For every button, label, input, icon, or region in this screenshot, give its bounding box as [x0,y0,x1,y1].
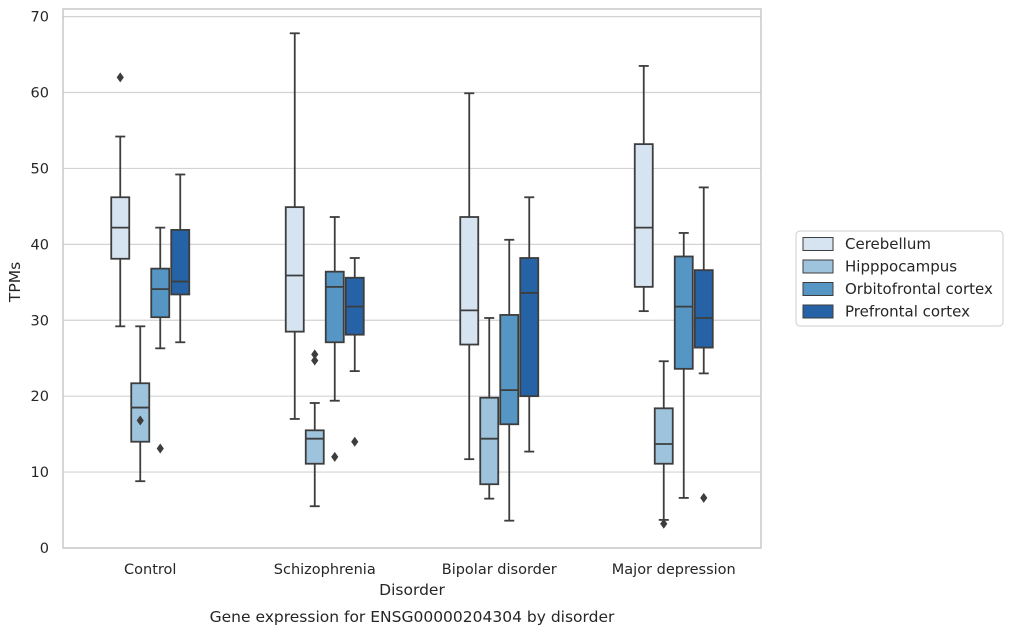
box-iqr [519,257,540,398]
legend-label: Hipppocampus [845,258,957,276]
legend-label: Prefrontal cortex [845,303,970,321]
y-tick-label: 30 [31,313,49,329]
box-2-2 [499,238,520,522]
y-tick-labels: 0 10 20 30 40 50 60 70 [31,10,49,557]
x-tick-label: Bipolar disorder [442,562,557,578]
legend-label: Cerebellum [845,235,931,253]
chart-caption: Gene expression for ENSG00000204304 by d… [210,608,615,626]
y-tick-label: 0 [40,541,49,557]
y-tick-label: 10 [31,465,49,481]
legend: Cerebellum Hipppocampus Orbitofrontal cort… [795,230,1004,327]
outlier-point [311,355,319,366]
box-0-2 [150,226,171,454]
legend-label: Orbitofrontal cortex [845,280,993,298]
box-1-0 [284,32,305,420]
box-iqr [673,255,694,370]
box-2-1 [479,317,500,500]
y-tick-label: 20 [31,389,49,405]
y-tick-label: 50 [31,161,49,177]
outlier-point [351,436,359,447]
x-tick-labels: Control Schizophrenia Bipolar disorder Majo… [124,562,736,578]
box-3-1 [653,360,674,529]
legend-swatch [802,304,834,319]
box-iqr [150,267,171,319]
x-tick-label: Schizophrenia [274,562,376,578]
box-1-2 [324,216,345,462]
outlier-point [311,349,319,360]
box-iqr [324,270,345,344]
legend-swatch [802,282,834,296]
y-tick-label: 40 [31,237,49,253]
box-iqr [653,407,674,465]
box-iqr [304,429,325,465]
y-axis-title: TPMs [6,262,24,303]
box-iqr [170,229,191,296]
box-iqr [499,314,520,426]
box-3-3 [693,186,714,503]
outlier-point [136,415,144,426]
box-2-3 [519,196,540,453]
y-tick-label: 60 [31,86,49,102]
legend-swatch [802,259,834,274]
box-layer [110,32,714,529]
x-tick-label: Major depression [612,562,736,578]
box-iqr [693,269,714,349]
plot-border [62,8,762,549]
outlier-point [660,518,668,529]
y-tick-label: 70 [31,10,49,26]
box-3-0 [633,65,654,313]
plot-frame [62,8,762,549]
outlier-point [700,492,708,503]
outlier-point [116,72,124,83]
box-2-0 [459,92,480,461]
box-0-0 [110,72,131,328]
box-0-3 [170,173,191,344]
box-1-1 [304,349,325,508]
legend-frame [795,230,1004,327]
box-3-2 [673,232,694,499]
box-iqr [459,216,480,346]
box-iqr [130,382,151,443]
outlier-point [156,443,164,454]
x-axis-title: Disorder [379,581,445,599]
box-0-1 [130,325,151,483]
box-iqr [633,143,654,288]
legend-swatch [802,237,834,251]
box-iqr [479,396,500,486]
box-1-3 [344,257,365,447]
box-iqr [284,206,305,333]
x-tick-label: Control [124,562,176,578]
outlier-point [331,451,339,462]
